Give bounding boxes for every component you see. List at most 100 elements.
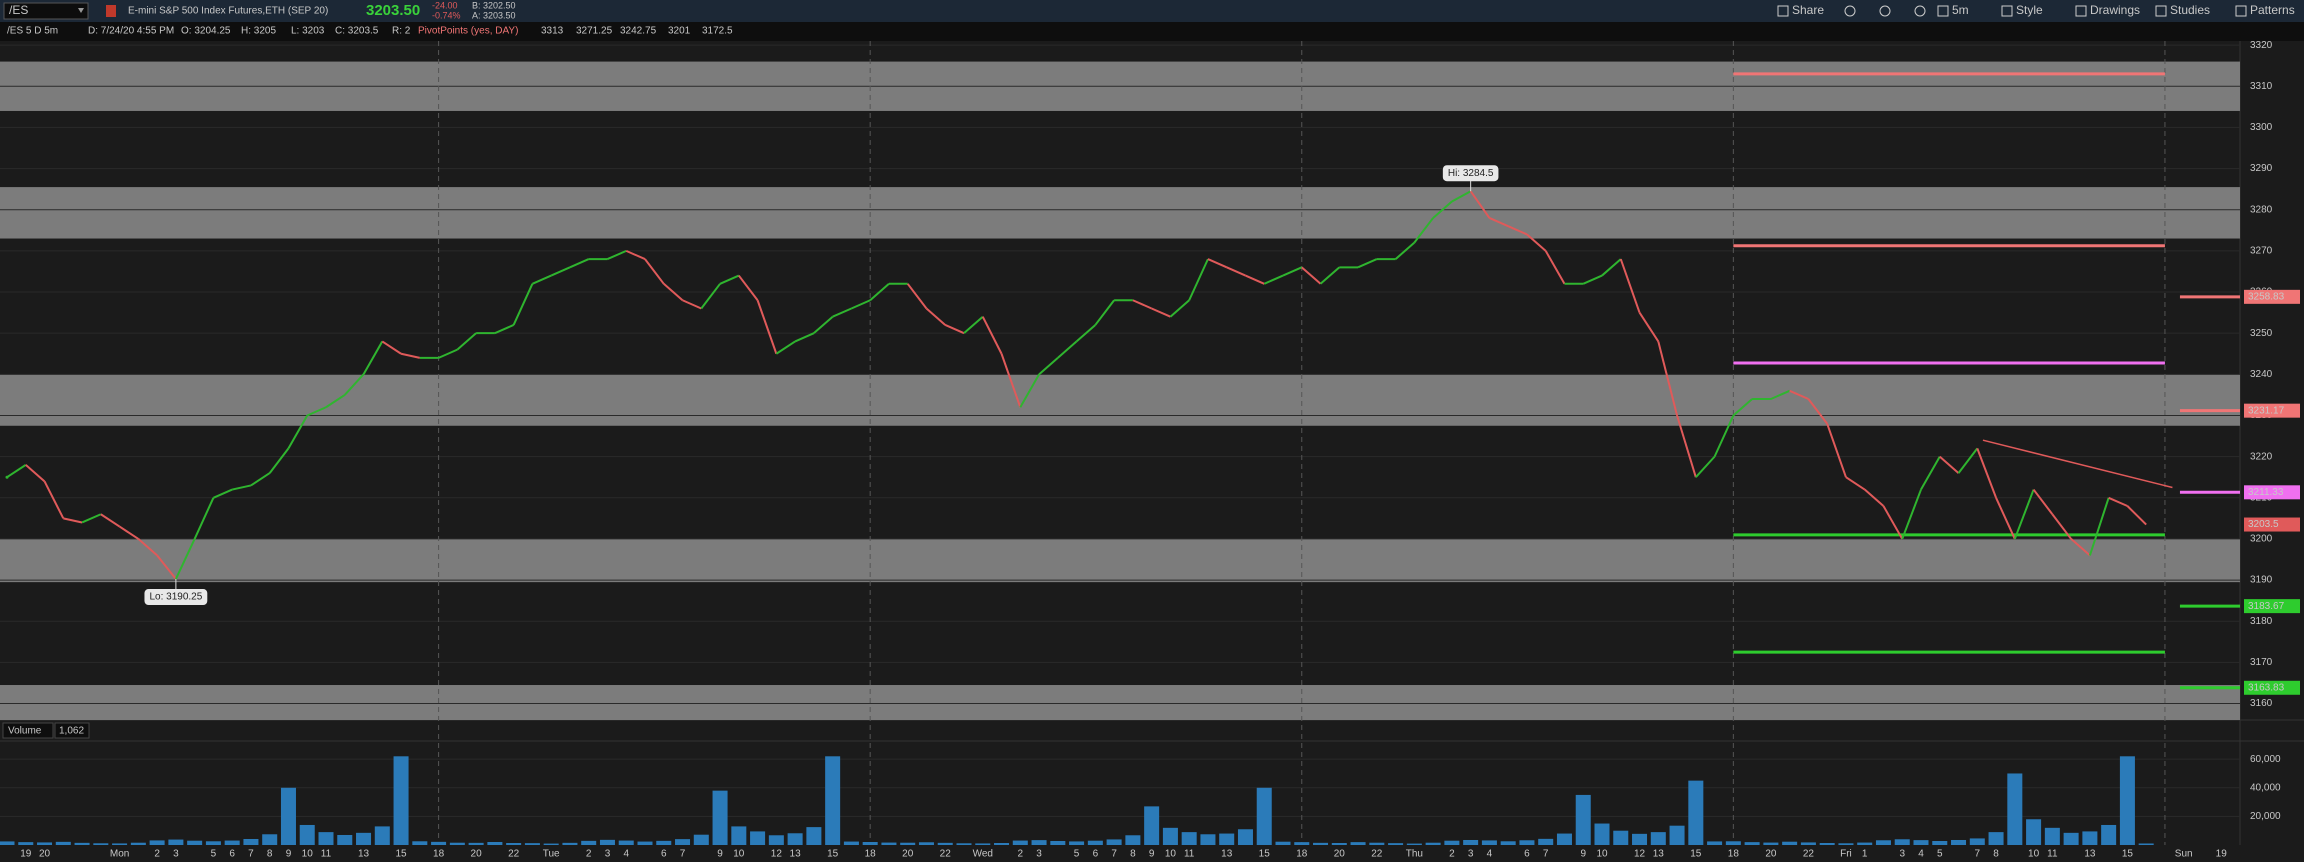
volume-value: 1,062: [59, 726, 84, 737]
description: E-mini S&P 500 Index Futures,ETH (SEP 20…: [128, 6, 328, 17]
tool-icon[interactable]: [1844, 5, 1856, 17]
callout-text: Hi: 3284.5: [1448, 168, 1494, 179]
volume-bar: [581, 840, 597, 845]
toolbar-button[interactable]: Style: [2016, 3, 2043, 17]
level-label: 3163.83: [2248, 682, 2285, 693]
price-segment: [1845, 476, 1866, 491]
price-segment: [494, 324, 515, 335]
volume-bar: [18, 842, 34, 845]
x-tick-label: 10: [1165, 849, 1177, 860]
price-segment: [1469, 190, 1491, 219]
volume-bar: [0, 841, 15, 845]
volume-bar: [1875, 840, 1891, 845]
bid: B: 3202.50: [472, 0, 516, 10]
y-tick-label: 3200: [2250, 534, 2273, 545]
price-segment: [1526, 233, 1547, 252]
tool-icon[interactable]: [1914, 5, 1926, 17]
info-chart: /ES 5 D 5m: [7, 26, 58, 37]
toolbar-button[interactable]: Drawings: [2090, 3, 2140, 17]
price-segment: [306, 406, 327, 417]
study-name: PivotPoints (yes, DAY): [418, 26, 518, 37]
volume-bar: [543, 843, 559, 845]
x-tick-label: 9: [717, 849, 723, 860]
volume-bar: [1932, 840, 1948, 845]
y-tick-label: 3280: [2250, 204, 2273, 215]
trendline: [1982, 439, 2173, 489]
price-segment: [1582, 274, 1603, 285]
x-tick-label: 22: [1803, 849, 1815, 860]
symbol-box[interactable]: [3, 2, 89, 20]
price-segment: [1413, 217, 1434, 244]
level-label: 3183.67: [2248, 601, 2285, 612]
volume-bar: [112, 843, 128, 845]
x-tick-label: 9: [286, 849, 292, 860]
info-bar: [0, 22, 2304, 41]
price-segment: [456, 332, 477, 351]
toolbar-button[interactable]: 5m: [1952, 3, 1969, 17]
y-tick-label: 3290: [2250, 163, 2273, 174]
volume-bar: [1406, 843, 1422, 845]
button-icon[interactable]: [1777, 5, 1789, 17]
volume-bar: [2044, 827, 2060, 845]
volume-bar: [731, 826, 747, 845]
volume-bar: [675, 839, 691, 845]
y2-tick-label: 20,000: [2250, 811, 2281, 822]
button-icon[interactable]: [2075, 5, 2087, 17]
symbol[interactable]: /ES: [9, 3, 28, 17]
volume-bar: [2082, 831, 2098, 845]
price-segment: [1245, 274, 1265, 285]
volume-bar: [1106, 839, 1122, 845]
volume-bar: [1556, 833, 1572, 845]
volume-bar: [524, 843, 540, 845]
volume-bar: [1669, 825, 1685, 845]
button-icon[interactable]: [2235, 5, 2247, 17]
level-label: 3258.83: [2248, 291, 2285, 302]
volume-bar: [37, 842, 53, 845]
volume-bar: [1725, 841, 1741, 845]
x-tick-label: 3: [1036, 849, 1042, 860]
price-segment: [1489, 217, 1509, 228]
volume-bar: [1838, 843, 1854, 845]
volume-bar: [1744, 842, 1760, 845]
price-segment: [1638, 312, 1660, 342]
toolbar-button[interactable]: Patterns: [2250, 3, 2295, 17]
x-tick-label: 3: [173, 849, 179, 860]
x-tick-label: 13: [358, 849, 370, 860]
y-tick-label: 3320: [2250, 40, 2273, 51]
toolbar-button[interactable]: Studies: [2170, 3, 2210, 17]
volume-bar: [205, 841, 221, 845]
x-tick-label: 9: [1149, 849, 1155, 860]
x-tick-label: 22: [940, 849, 952, 860]
volume-bar: [975, 843, 991, 845]
button-icon[interactable]: [2155, 5, 2167, 17]
button-icon[interactable]: [2001, 5, 2013, 17]
dropdown-arrow[interactable]: [78, 8, 84, 13]
x-tick-label: 5: [1937, 849, 1943, 860]
x-tick-label: Fri: [1840, 849, 1852, 860]
volume-bar: [412, 841, 428, 845]
price-segment: [231, 484, 252, 491]
tool-icon[interactable]: [1879, 5, 1891, 17]
button-icon[interactable]: [1937, 5, 1949, 17]
volume-bar: [656, 840, 672, 845]
callout-box: [1442, 165, 1499, 182]
x-tick-label: 11: [321, 849, 332, 860]
volume-bar: [2007, 773, 2023, 845]
flag-icon[interactable]: [106, 5, 116, 17]
volume-bar: [1857, 842, 1873, 845]
price-segment: [1075, 324, 1097, 343]
price-segment: [1807, 398, 1828, 425]
price-segment: [1226, 266, 1246, 277]
toolbar-button[interactable]: Share: [1792, 3, 1824, 17]
price-segment: [719, 274, 740, 285]
x-tick-label: 7: [680, 849, 686, 860]
price-segment: [1920, 456, 1941, 491]
volume-bar: [937, 842, 953, 845]
volume-bar: [1031, 840, 1047, 845]
volume-bar: [318, 832, 334, 845]
price-segment: [362, 340, 384, 375]
volume-bar: [1200, 834, 1216, 845]
x-tick-label: 15: [1259, 849, 1271, 860]
